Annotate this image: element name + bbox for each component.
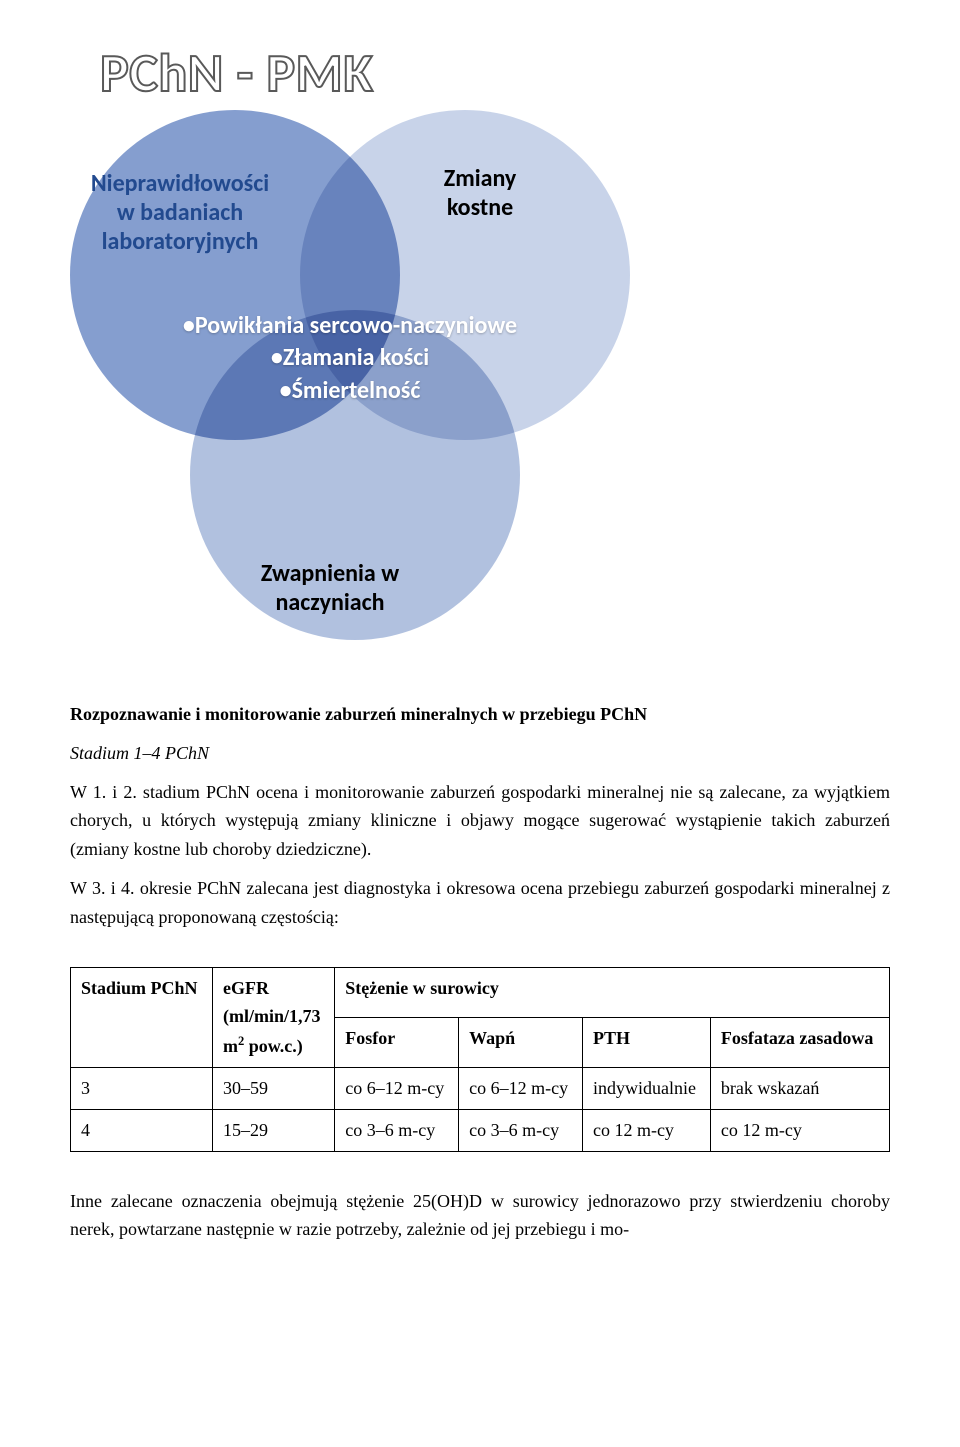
- center-line-2: •Złamania kości: [140, 342, 560, 374]
- center-line-3: •Śmiertelność: [140, 375, 560, 407]
- body-text: Rozpoznawanie i monitorowanie zaburzeń m…: [70, 700, 890, 932]
- cell-pth: indywidualnie: [582, 1067, 710, 1109]
- paragraph-3: Inne zalecane oznaczenia obejmują stężen…: [70, 1187, 890, 1245]
- th-egfr: eGFR(ml/min/1,73m2 pow.c.): [212, 967, 334, 1067]
- venn-label-vascular: Zwapnienia w naczyniach: [230, 560, 430, 618]
- th-fosfataza: Fosfataza zasadowa: [710, 1017, 889, 1067]
- center-line-1: •Powikłania sercowo-naczyniowe: [140, 310, 560, 342]
- diagram-title: PChN - PMK: [100, 30, 373, 116]
- cell-fosfor: co 3–6 m-cy: [335, 1109, 459, 1151]
- cell-stadium: 3: [71, 1067, 213, 1109]
- table-header-row-1: Stadium PChN eGFR(ml/min/1,73m2 pow.c.) …: [71, 967, 890, 1017]
- th-stadium: Stadium PChN: [71, 967, 213, 1067]
- venn-label-bone: Zmiany kostne: [420, 165, 540, 223]
- th-wapn: Wapń: [459, 1017, 583, 1067]
- table-row: 3 30–59 co 6–12 m-cy co 6–12 m-cy indywi…: [71, 1067, 890, 1109]
- venn-label-lab: Nieprawidłowości w badaniach laboratoryj…: [80, 170, 280, 256]
- cell-egfr: 15–29: [212, 1109, 334, 1151]
- cell-stadium: 4: [71, 1109, 213, 1151]
- cell-egfr: 30–59: [212, 1067, 334, 1109]
- venn-center-text: •Powikłania sercowo-naczyniowe •Złamania…: [140, 310, 560, 407]
- section-subheading: Stadium 1–4 PChN: [70, 739, 890, 768]
- th-fosfor: Fosfor: [335, 1017, 459, 1067]
- cell-fosfataza: co 12 m-cy: [710, 1109, 889, 1151]
- venn-diagram: PChN - PMK Nieprawidłowości w badaniach …: [70, 30, 890, 670]
- cell-fosfor: co 6–12 m-cy: [335, 1067, 459, 1109]
- frequency-table: Stadium PChN eGFR(ml/min/1,73m2 pow.c.) …: [70, 967, 890, 1152]
- cell-fosfataza: brak wskazań: [710, 1067, 889, 1109]
- th-serum: Stężenie w surowicy: [335, 967, 890, 1017]
- th-pth: PTH: [582, 1017, 710, 1067]
- cell-wapn: co 6–12 m-cy: [459, 1067, 583, 1109]
- section-heading: Rozpoznawanie i monitorowanie zaburzeń m…: [70, 700, 890, 729]
- cell-pth: co 12 m-cy: [582, 1109, 710, 1151]
- paragraph-1: W 1. i 2. stadium PChN ocena i monitorow…: [70, 778, 890, 864]
- cell-wapn: co 3–6 m-cy: [459, 1109, 583, 1151]
- table-row: 4 15–29 co 3–6 m-cy co 3–6 m-cy co 12 m-…: [71, 1109, 890, 1151]
- paragraph-2: W 3. i 4. okresie PChN zalecana jest dia…: [70, 874, 890, 932]
